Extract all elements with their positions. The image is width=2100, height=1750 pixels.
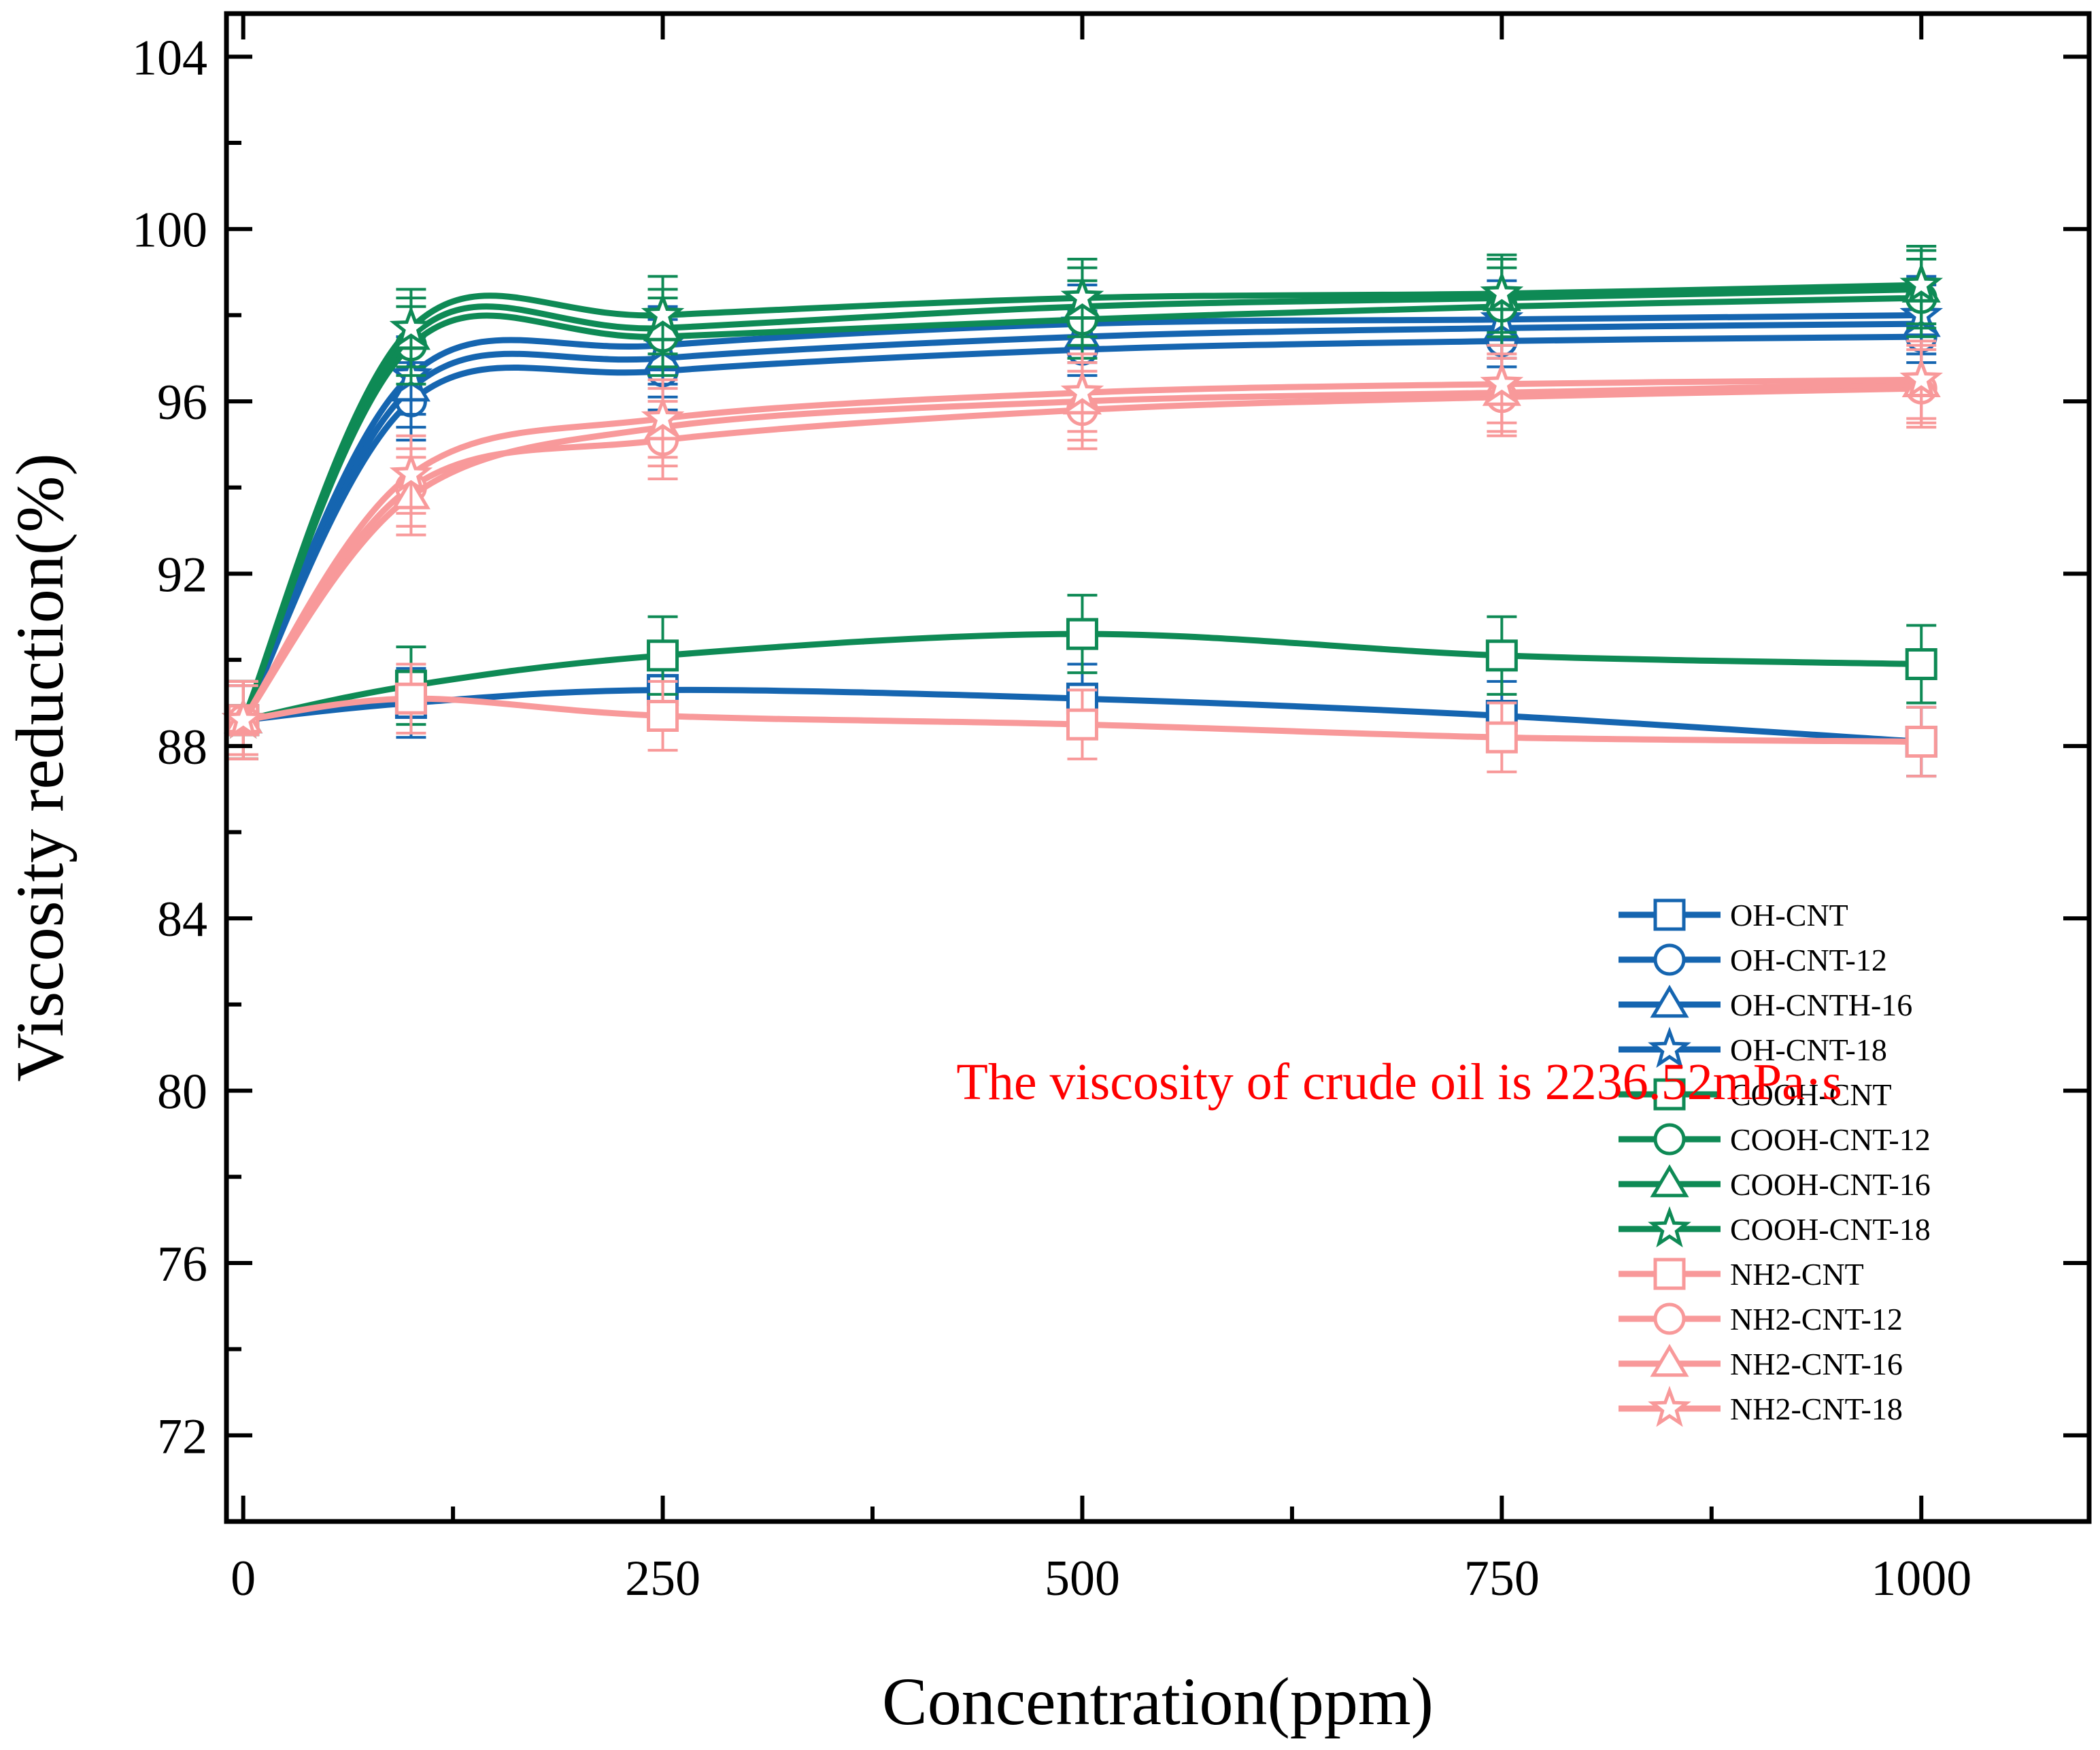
legend-marker	[1650, 984, 1689, 1018]
legend-label: OH-CNT-12	[1730, 943, 1887, 977]
legend-label: OH-CNT	[1730, 898, 1848, 932]
data-point	[1899, 357, 1944, 399]
y-tick-label: 96	[157, 375, 207, 431]
legend-label: COOH-CNT-16	[1730, 1167, 1931, 1202]
data-point	[1905, 725, 1937, 758]
series-nh2-cnt-18	[221, 339, 1944, 760]
y-tick-label: 88	[157, 720, 207, 775]
legend-label: COOH-CNT-12	[1730, 1122, 1931, 1157]
series-line	[240, 295, 1922, 722]
data-point	[647, 699, 679, 732]
data-point	[1066, 708, 1098, 741]
x-axis-title: Concentration(ppm)	[882, 1664, 1434, 1739]
x-tick-label: 500	[1045, 1551, 1120, 1606]
legend-item: NH2-CNT	[1619, 1257, 1864, 1292]
legend-marker	[1650, 1164, 1689, 1198]
legend-label: COOH-CNT-18	[1730, 1212, 1931, 1247]
data-point	[1060, 275, 1104, 317]
x-tick-label: 250	[625, 1551, 700, 1606]
legend-item: NH2-CNT-16	[1619, 1343, 1903, 1381]
legend-item: NH2-CNT-18	[1619, 1385, 1903, 1428]
data-point	[1899, 262, 1944, 304]
legend-item: COOH-CNT-12	[1619, 1122, 1931, 1157]
legend-label: OH-CNT-18	[1730, 1032, 1887, 1067]
legend-marker	[1653, 1302, 1686, 1335]
legend-item: COOH-CNT	[1619, 1077, 1892, 1112]
legend: OH-CNT OH-CNT-12 OH-CNTH-16 OH-CNT-18 COOH-C…	[1619, 898, 1931, 1428]
data-point	[394, 682, 427, 715]
series-line	[240, 320, 1922, 722]
data-point	[389, 305, 433, 347]
x-tick-label: 750	[1464, 1551, 1540, 1606]
data-point	[1485, 639, 1518, 672]
legend-marker	[1648, 1206, 1691, 1248]
legend-label: OH-CNTH-16	[1730, 988, 1912, 1022]
y-axis-title: Viscosity reduction(%)	[2, 453, 78, 1081]
series-line	[240, 333, 1922, 722]
legend-item: OH-CNT-12	[1619, 943, 1887, 977]
legend-label: NH2-CNT-12	[1730, 1302, 1903, 1336]
data-point	[389, 452, 433, 493]
series-line	[240, 376, 1922, 722]
data-point	[1485, 721, 1518, 754]
y-tick-label: 104	[132, 30, 207, 86]
series-layer	[221, 245, 1944, 778]
data-point	[221, 697, 265, 739]
legend-marker	[1653, 1123, 1686, 1156]
legend-item: OH-CNT	[1619, 898, 1848, 932]
legend-marker	[1648, 1026, 1691, 1068]
series-line	[240, 312, 1922, 722]
legend-item: COOH-CNT-18	[1619, 1206, 1931, 1248]
data-point	[1480, 271, 1524, 312]
legend-item: COOH-CNT-16	[1619, 1164, 1931, 1202]
legend-item: OH-CNTH-16	[1619, 984, 1912, 1022]
legend-label: NH2-CNT	[1730, 1257, 1864, 1292]
data-point	[641, 396, 685, 437]
axis-ticks: 0 250 500 750 1000 72 76 80 84 88 92 96 100 104	[132, 14, 2089, 1606]
data-point	[641, 292, 685, 334]
legend-marker	[1653, 943, 1686, 976]
chart-annotation: The viscosity of crude oil is 2236.52mPa…	[956, 1054, 1842, 1111]
x-tick-label: 1000	[1871, 1551, 1971, 1606]
legend-label: COOH-CNT	[1730, 1077, 1892, 1112]
legend-item: NH2-CNT-12	[1619, 1302, 1903, 1336]
legend-item: OH-CNT-18	[1619, 1026, 1887, 1068]
series-line	[240, 286, 1922, 722]
x-tick-label: 0	[231, 1551, 256, 1606]
data-point	[1905, 647, 1937, 680]
legend-marker	[1653, 898, 1686, 931]
series-line	[240, 282, 1922, 722]
legend-marker	[1653, 1078, 1686, 1111]
y-tick-label: 100	[132, 203, 207, 258]
legend-label: NH2-CNT-16	[1730, 1347, 1903, 1381]
legend-marker	[1648, 1385, 1691, 1428]
y-tick-label: 92	[157, 547, 207, 603]
data-point	[1060, 370, 1104, 411]
legend-marker	[1653, 1258, 1686, 1290]
data-point	[1480, 361, 1524, 403]
legend-marker	[1650, 1343, 1689, 1377]
y-tick-label: 84	[157, 892, 207, 947]
data-point	[1066, 618, 1098, 650]
legend-label: NH2-CNT-18	[1730, 1392, 1903, 1426]
plot-frame	[224, 11, 2092, 1524]
y-tick-label: 80	[157, 1064, 207, 1120]
y-tick-label: 72	[157, 1409, 207, 1464]
series-nh2-cnt	[227, 662, 1937, 778]
y-tick-label: 76	[157, 1236, 207, 1292]
data-point	[647, 639, 679, 672]
